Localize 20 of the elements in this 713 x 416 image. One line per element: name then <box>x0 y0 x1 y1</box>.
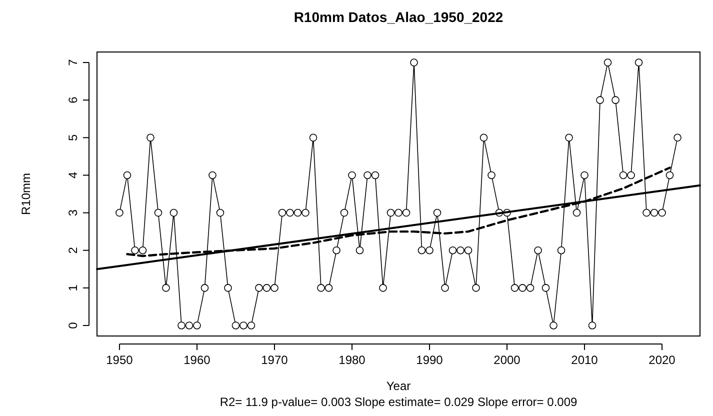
x-tick-label: 2020 <box>648 353 676 367</box>
chart-title: R10mm Datos_Alao_1950_2022 <box>294 9 504 25</box>
x-axis-title: Year <box>386 379 411 393</box>
y-tick-label: 0 <box>66 322 80 329</box>
y-tick-label: 6 <box>66 96 80 104</box>
y-tick-label: 5 <box>66 134 80 141</box>
x-tick-label: 2000 <box>494 353 521 367</box>
y-tick-label: 3 <box>66 209 80 216</box>
x-tick-label: 1970 <box>261 353 288 367</box>
x-tick-label: 1950 <box>106 353 134 367</box>
y-tick-label: 4 <box>66 172 80 179</box>
x-tick-label: 1960 <box>184 353 211 367</box>
y-tick-label: 2 <box>66 246 80 254</box>
y-tick-label: 1 <box>66 284 80 292</box>
text: R2= 11.9 p-value= 0.003 Slope estimate= 0.029 Slope error= 0.009 <box>220 395 578 409</box>
y-axis-title: R10mm <box>19 172 33 216</box>
y-tick-label: 7 <box>66 58 80 66</box>
x-tick-label: 1980 <box>338 353 366 367</box>
x-tick-label: 2010 <box>571 353 598 367</box>
x-tick-label: 1990 <box>416 353 444 367</box>
